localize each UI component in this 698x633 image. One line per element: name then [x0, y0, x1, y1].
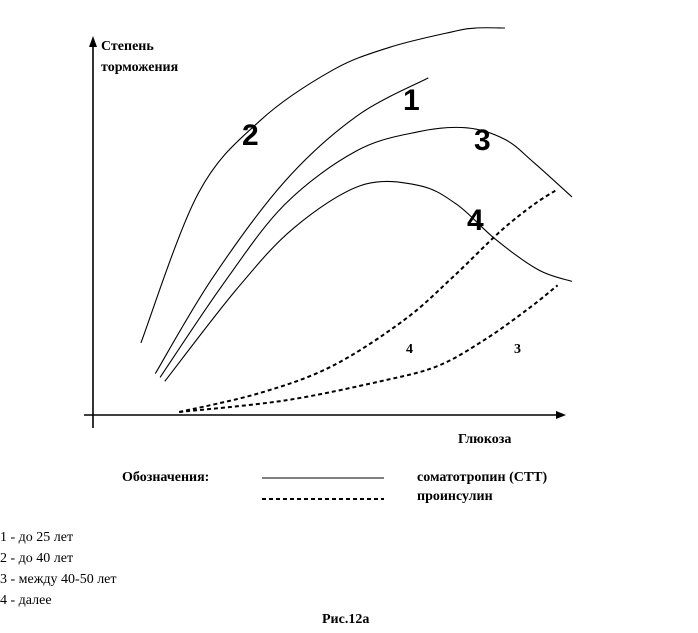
- series-dashed-4-label: 4: [406, 342, 413, 357]
- figure-caption: Рис.12а: [322, 612, 370, 627]
- note-2: 2 - до 40 лет: [0, 551, 74, 566]
- series-solid-1-line: [154, 77, 429, 374]
- series-solid-3-label: 3: [474, 124, 491, 157]
- y-axis-arrow: [89, 36, 97, 47]
- y-axis-label-line-1: Степень: [101, 39, 154, 54]
- series-dashed-3-label: 3: [514, 342, 521, 357]
- series-layer: 1 2 3 4 4 3: [140, 27, 573, 413]
- series-solid-1-label: 1: [403, 84, 420, 117]
- series-dashed-4-line: [178, 188, 559, 413]
- series-solid-3-line: [159, 126, 573, 378]
- y-axis-label-line-2: торможения: [101, 60, 179, 75]
- note-1: 1 - до 25 лет: [0, 530, 74, 545]
- series-dashed-3-line: [179, 284, 559, 413]
- legend-label-solid: соматотропин (СТТ): [417, 470, 548, 485]
- series-solid-4-label: 4: [467, 204, 484, 237]
- series-solid-4-line: [164, 180, 573, 382]
- note-3: 3 - между 40-50 лет: [0, 572, 117, 587]
- series-solid-2-label: 2: [242, 119, 259, 152]
- note-4: 4 - далее: [0, 593, 52, 608]
- legend-label-dashed: проинсулин: [417, 489, 493, 504]
- x-axis-label: Глюкоза: [458, 432, 511, 447]
- legend-title: Обозначения:: [122, 470, 209, 485]
- x-axis-arrow: [556, 411, 566, 419]
- series-solid-2-line: [140, 27, 505, 344]
